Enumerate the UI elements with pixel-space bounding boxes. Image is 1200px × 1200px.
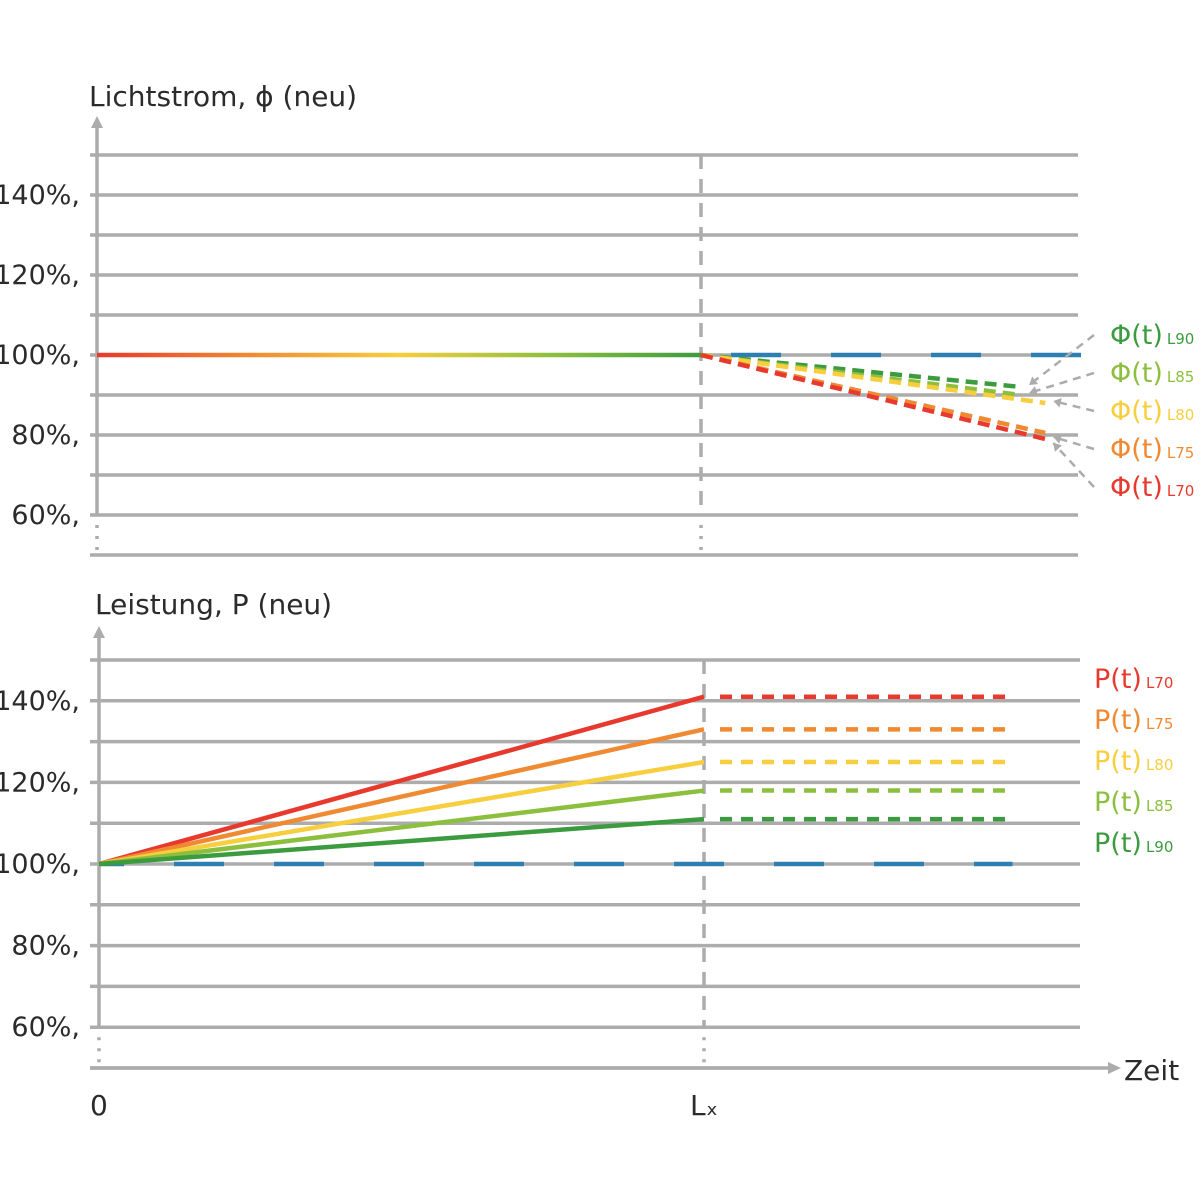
series-label-l85: P(t) L85 [1094,787,1173,818]
x-axis-title: Zeit [1124,1054,1179,1087]
x-axis-arrow [1108,1062,1121,1074]
top-y-axis-title: Lichtstrom, ϕ (neu) [89,80,357,113]
series-name: P(t) [1094,705,1142,736]
series-label-l75: P(t) L75 [1094,705,1173,736]
series-name: Φ(t) [1110,472,1163,503]
series-label-l70: Φ(t) L70 [1110,472,1194,503]
power-panel: Leistung, P (neu) 140%, 120%, 100%, 80%, 60%… [0,588,1173,1070]
series-name: P(t) [1094,828,1142,859]
label-pointer-arrowhead [1029,386,1038,396]
series-subscript: L90 [1146,838,1173,856]
series-name: Φ(t) [1110,358,1163,389]
series-label-l80: P(t) L80 [1094,746,1173,777]
series-subscript: L70 [1146,674,1173,692]
y-tick-label: 80%, [11,931,80,962]
series-subscript: L75 [1146,715,1173,733]
series-name: P(t) [1094,787,1142,818]
y-tick-label: 100%, [0,849,80,880]
series-label-l75: Φ(t) L75 [1110,434,1194,465]
label-pointer-arrowhead [1053,434,1062,444]
series-name: Φ(t) [1110,320,1163,351]
series-line-l70 [700,352,1046,442]
series-line-l85 [98,788,705,867]
label-pointer-arrowhead [1029,376,1039,385]
series-line-l90 [98,816,705,867]
series-name: Φ(t) [1110,434,1163,465]
series-line-l80 [700,352,1046,406]
series-subscript: L90 [1167,330,1194,348]
label-pointer [1028,371,1095,395]
series-label-l90: Φ(t) L90 [1110,320,1194,351]
series-line-l90 [700,352,1022,390]
y-tick-label: 120%, [0,767,80,798]
y-axis-arrow [93,626,105,638]
y-axis-arrow [91,116,103,128]
y-tick-label: 100%, [0,340,80,371]
series-subscript: L75 [1167,444,1194,462]
y-tick-label: 140%, [0,686,80,717]
series-line-l75 [98,727,705,867]
series-line-l85 [700,352,1022,398]
y-tick-label: 120%, [0,260,80,291]
label-pointer [1052,442,1095,488]
series-name: Φ(t) [1110,396,1163,427]
series-subscript: L80 [1167,406,1194,424]
y-tick-label: 60%, [11,1012,80,1043]
series-subscript: L85 [1167,368,1194,386]
y-tick-label: 80%, [11,420,80,451]
label-pointer-arrowhead [1053,398,1062,408]
series-subscript: L80 [1146,756,1173,774]
bottom-y-axis-title: Leistung, P (neu) [95,588,332,621]
series-subscript: L85 [1146,797,1173,815]
series-line-l70 [98,694,705,867]
x-tick-lx: Lₓ [690,1089,718,1122]
luminous-flux-panel: Lichtstrom, ϕ (neu) 140%, 120%, 100%, 80%, 6… [0,80,1194,557]
series-label-l70: P(t) L70 [1094,664,1173,695]
series-name: P(t) [1094,664,1142,695]
series-subscript: L70 [1167,482,1194,500]
series-label-l90: P(t) L90 [1094,828,1173,859]
series-line-l80 [98,759,705,867]
x-axis: Zeit 0 Lₓ [90,1054,1179,1122]
x-tick-zero: 0 [90,1089,108,1122]
y-tick-label: 60%, [11,500,80,531]
series-label-l85: Φ(t) L85 [1110,358,1194,389]
label-pointer-arrowhead [1053,443,1062,452]
y-tick-label: 140%, [0,180,80,211]
label-pointer [1028,334,1095,386]
series-name: P(t) [1094,746,1142,777]
series-label-l80: Φ(t) L80 [1110,396,1194,427]
